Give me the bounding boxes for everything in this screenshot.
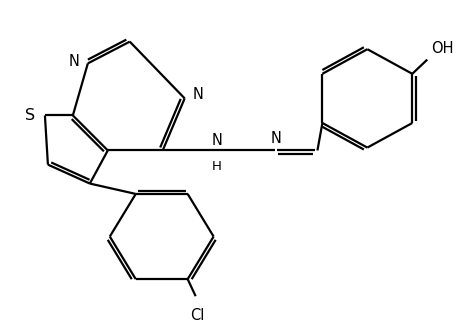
Text: N: N [192, 87, 203, 102]
Text: N: N [211, 133, 222, 147]
Text: H: H [211, 160, 221, 173]
Text: N: N [69, 54, 80, 69]
Text: Cl: Cl [190, 308, 204, 322]
Text: N: N [270, 131, 281, 146]
Text: S: S [25, 108, 35, 123]
Text: OH: OH [431, 41, 453, 56]
